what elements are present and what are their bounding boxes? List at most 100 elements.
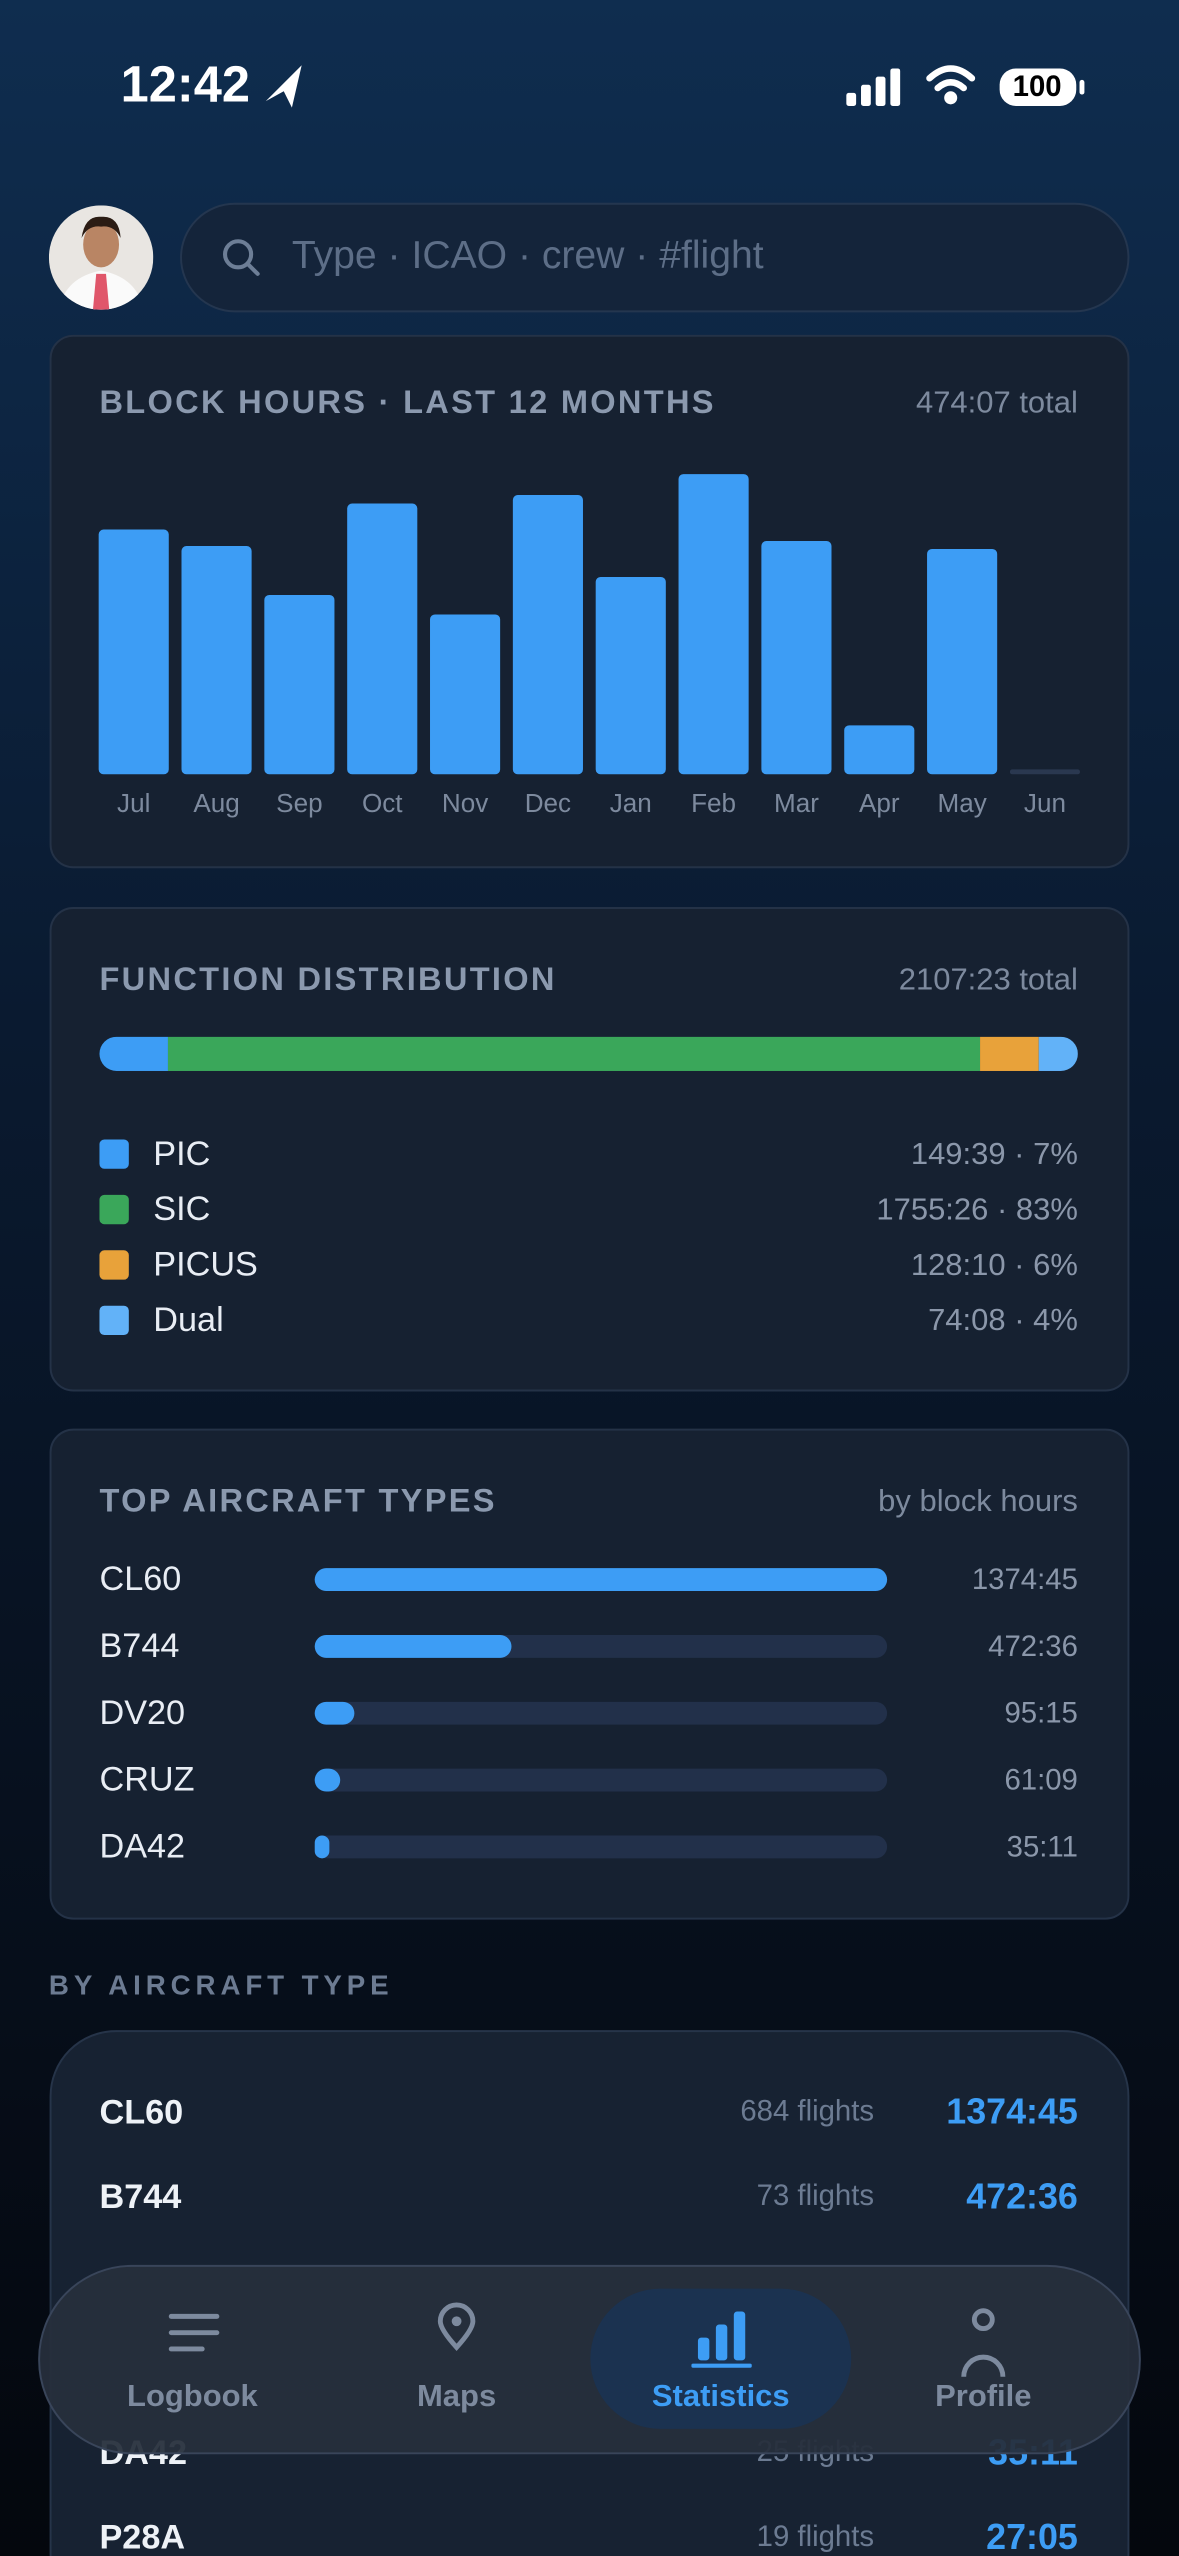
legend-label: Dual [153, 1301, 223, 1339]
card-subtitle: 2107:23 total [899, 962, 1078, 997]
tab-labels: Logbook Maps Statistics Profile [127, 2378, 1031, 2413]
legend-swatch [99, 1194, 129, 1225]
status-time: 12:42 [121, 55, 250, 112]
bar-segment [1038, 1036, 1078, 1071]
bar [430, 614, 501, 775]
legend-swatch [99, 1139, 129, 1169]
bar-track [314, 1768, 888, 1792]
block-hours: 1374:45 [946, 2092, 1078, 2132]
aircraft-list: CL60 684 flights 1374:45 B744 73 flights 472:… [99, 2092, 1077, 2556]
row-label: CRUZ [99, 1761, 194, 1799]
maps-icon-dot [451, 2316, 462, 2327]
block-hours: 472:36 [966, 2176, 1078, 2216]
x-tick-label: Jun [1024, 788, 1066, 818]
bar [314, 1634, 512, 1658]
battery-level: 100 [1013, 70, 1062, 103]
legend-label: PICUS [153, 1246, 258, 1284]
bar-segment [167, 1036, 981, 1071]
tab-label[interactable]: Profile [935, 2378, 1031, 2413]
bar [181, 546, 252, 775]
x-tick-label: Nov [442, 788, 488, 818]
x-tick-label: May [937, 788, 986, 818]
bar [927, 549, 998, 775]
block-hours: 27:05 [986, 2517, 1078, 2556]
x-tick-label: Jul [117, 788, 150, 818]
search-icon [222, 239, 254, 270]
bar-value: 95:15 [1004, 1697, 1077, 1730]
bar [512, 495, 583, 775]
function-chart: PIC 149:39 · 7% SIC 1755:26 · 83% PICUS 128:1… [99, 1036, 1078, 1339]
legend-value: 149:39 · 7% [911, 1136, 1078, 1171]
aircraft-type: B744 [99, 2178, 181, 2216]
flight-count: 19 flights [757, 2520, 874, 2553]
bar [1009, 769, 1081, 775]
card-title: BLOCK HOURS · LAST 12 MONTHS [99, 383, 715, 420]
aircraft-type: CL60 [99, 2093, 183, 2131]
bar [98, 529, 169, 775]
profile-icon-head [971, 2308, 995, 2332]
card-subtitle: by block hours [878, 1483, 1078, 1518]
x-tick-label: Apr [859, 788, 900, 818]
aircraft-type: P28A [99, 2519, 185, 2556]
battery [999, 68, 1077, 106]
bar [844, 725, 915, 775]
tab-bar [38, 2264, 1141, 2455]
bar-segment [99, 1036, 168, 1071]
battery-cap [1079, 79, 1085, 95]
x-tick-label: Oct [362, 788, 403, 818]
card-title: TOP AIRCRAFT TYPES [99, 1482, 496, 1519]
signal-icon [846, 68, 901, 106]
x-tick-label: Mar [774, 788, 819, 818]
avatar[interactable] [48, 205, 154, 310]
bar [678, 474, 749, 775]
bar [314, 1568, 888, 1591]
flight-count: 73 flights [757, 2179, 874, 2212]
bar [314, 1835, 330, 1859]
x-tick-label: Feb [691, 788, 736, 818]
statistics-icon [691, 2311, 752, 2368]
row-label: B744 [99, 1627, 179, 1665]
flight-count: 684 flights [740, 2094, 874, 2127]
location-icon [265, 65, 302, 108]
x-tick-label: Jan [610, 788, 652, 818]
row-label: CL60 [99, 1560, 181, 1598]
tab-label[interactable]: Logbook [127, 2378, 259, 2413]
bar-track [314, 1835, 888, 1859]
bar-track [314, 1701, 888, 1725]
search-field[interactable] [180, 202, 1130, 313]
legend-swatch [99, 1250, 129, 1280]
search-placeholder: Type · ICAO · crew · #flight [292, 234, 764, 277]
card-title: FUNCTION DISTRIBUTION [99, 960, 556, 997]
search-icon-handle [245, 262, 260, 276]
legend-swatch [99, 1305, 129, 1336]
bar [347, 503, 418, 775]
tab-label[interactable]: Statistics [652, 2378, 790, 2413]
bar-value: 1374:45 [972, 1563, 1078, 1596]
bar [761, 541, 832, 775]
row-label: DV20 [99, 1694, 185, 1732]
tab-label[interactable]: Maps [417, 2378, 496, 2413]
logbook-icon [168, 2313, 220, 2352]
legend-value: 1755:26 · 83% [876, 1191, 1077, 1226]
x-tick-label: Aug [193, 788, 239, 818]
block-hours-chart: Jul Aug Sep Oct Nov Dec Jan Feb Mar Apr May Jun [98, 474, 1081, 818]
row-label: DA42 [99, 1828, 185, 1866]
x-tick-label: Dec [525, 788, 571, 818]
aircraft-types-chart: CL60 1374:45 B744 472:36 DV20 95:15 CRUZ 61:09 D… [99, 1560, 1077, 1865]
bar [314, 1701, 355, 1725]
bar-value: 35:11 [1007, 1830, 1078, 1863]
legend-label: PIC [153, 1135, 210, 1173]
function-card [49, 906, 1130, 1392]
card-subtitle: 474:07 total [916, 384, 1078, 419]
bar-segment [980, 1036, 1039, 1071]
legend-label: SIC [153, 1190, 210, 1228]
bar [595, 576, 666, 775]
aircraft-types-card [49, 1428, 1130, 1920]
bar-value: 61:09 [1004, 1763, 1077, 1796]
wifi-icon [926, 65, 976, 105]
legend-value: 128:10 · 6% [911, 1247, 1078, 1282]
bar [314, 1768, 341, 1792]
bar-value: 472:36 [988, 1630, 1078, 1663]
